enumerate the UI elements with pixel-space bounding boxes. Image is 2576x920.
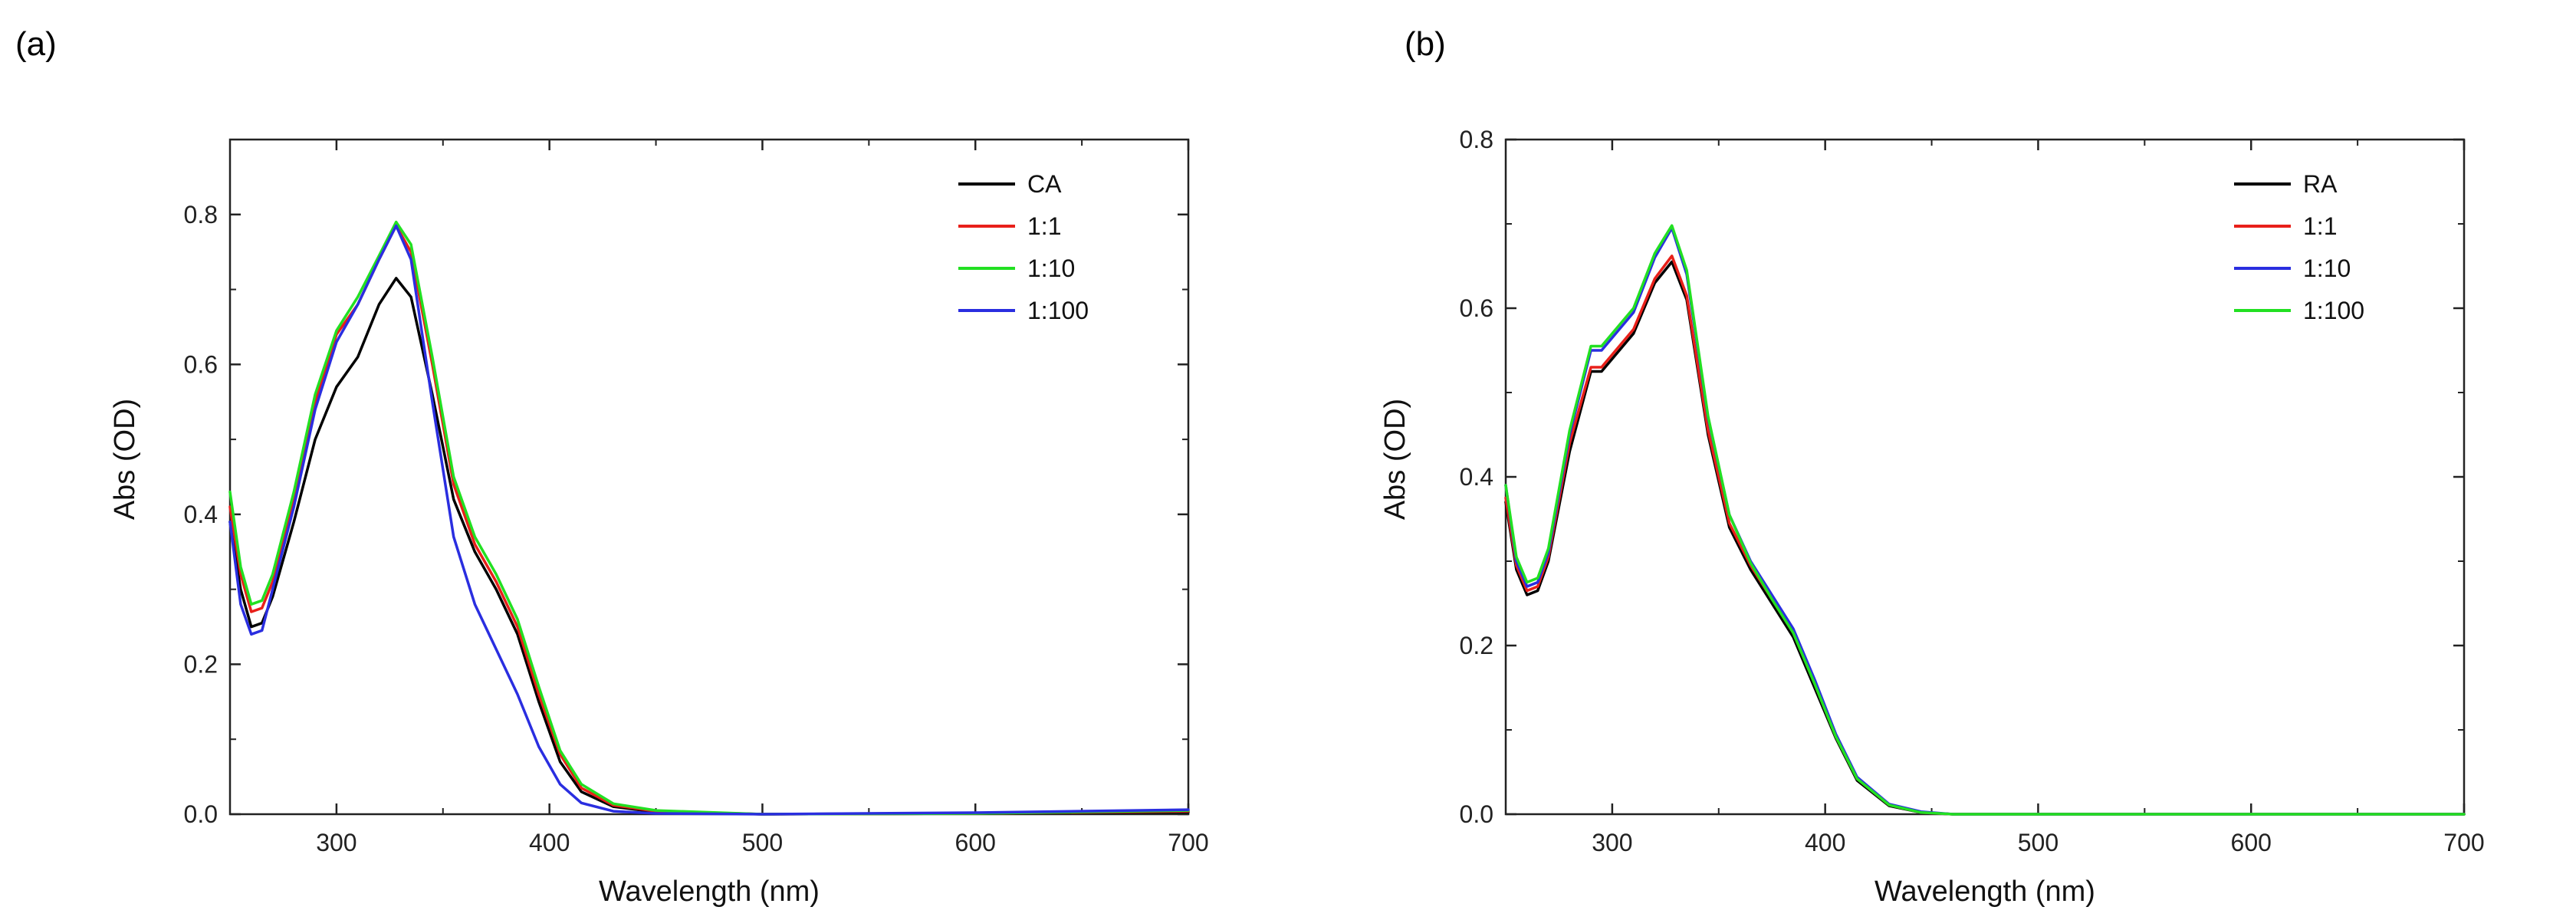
legend-label: 1:10 (1027, 255, 1075, 282)
y-axis-title: Abs (OD) (109, 399, 141, 520)
legend-label: 1:1 (1027, 212, 1061, 240)
legend: CA 1:1 1:10 1:100 (958, 170, 1089, 324)
x-tick-label: 500 (2018, 829, 2058, 856)
legend-label: RA (2303, 170, 2338, 198)
series-line-ra (1504, 260, 2466, 816)
x-tick-label: 600 (955, 829, 996, 856)
y-tick-label: 0.0 (184, 800, 218, 828)
x-tick-label: 500 (742, 829, 783, 856)
y-tick-label: 0.0 (1460, 800, 1493, 828)
y-tick-label: 0.8 (1460, 126, 1493, 153)
plot-frame (228, 138, 1190, 816)
x-axis-title: Wavelength (nm) (599, 876, 820, 908)
x-tick-label: 300 (1592, 829, 1632, 856)
x-tick-label: 400 (529, 829, 570, 856)
y-tick-label: 0.6 (1460, 294, 1493, 322)
panel-label: (b) (1405, 25, 1446, 63)
y-tick-label: 0.8 (184, 201, 218, 228)
y-tick-label: 0.6 (184, 350, 218, 378)
y-tick-label: 0.4 (1460, 463, 1493, 491)
legend-label: 1:100 (1027, 297, 1089, 324)
legend-label: 1:10 (2303, 255, 2351, 282)
legend-label: 1:100 (2303, 297, 2364, 324)
series-line-1-100 (228, 224, 1190, 816)
x-tick-label: 300 (316, 829, 356, 856)
plot-area: 300 400 500 600 700 0.0 0.2 0.4 0.6 0.8 (184, 138, 1209, 856)
series-line-ca (228, 277, 1190, 816)
x-axis-title: Wavelength (nm) (1875, 876, 2095, 908)
series-line-1-10 (228, 220, 1190, 816)
series-line-1-1 (1504, 255, 2466, 816)
legend-label: 1:1 (2303, 212, 2337, 240)
chart-panel-a: (a) Abs (OD) Wavelength (nm) 300 400 500 60… (15, 25, 1209, 908)
legend: RA 1:1 1:10 1:100 (2234, 170, 2364, 324)
panel-label: (a) (15, 25, 57, 63)
x-tick-label: 700 (1168, 829, 1208, 856)
y-tick-label: 0.4 (184, 501, 218, 528)
legend-label: CA (1027, 170, 1062, 198)
y-axis-title: Abs (OD) (1379, 399, 1411, 520)
chart-panel-b: (b) Abs (OD) Wavelength (nm) 300 400 500 60… (1379, 25, 2485, 908)
y-tick-label: 0.2 (1460, 632, 1493, 659)
x-tick-label: 400 (1805, 829, 1845, 856)
x-tick-label: 700 (2443, 829, 2484, 856)
x-tick-label: 600 (2231, 829, 2272, 856)
plot-area: 300 400 500 600 700 0.0 0.2 0.4 0.6 0.8 (1460, 126, 2485, 856)
series-line-1-100 (1504, 224, 2466, 816)
plot-frame (1504, 138, 2466, 816)
y-tick-label: 0.2 (184, 650, 218, 678)
